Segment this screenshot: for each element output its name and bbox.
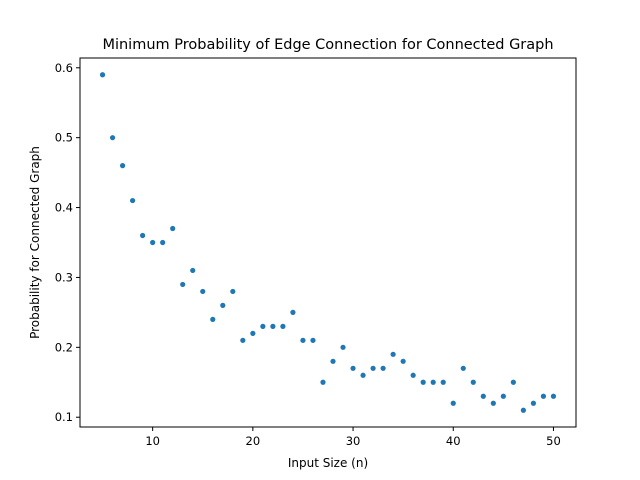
y-tick-label: 0.4 — [55, 201, 73, 215]
data-point — [410, 372, 416, 378]
x-tick-label: 40 — [446, 434, 461, 448]
data-point — [160, 239, 166, 246]
data-point — [480, 393, 486, 399]
data-point — [520, 407, 526, 413]
data-point — [300, 337, 306, 343]
data-point — [280, 323, 286, 329]
y-axis: 0.1 0.2 0.3 0.4 0.5 0.6 — [55, 61, 80, 424]
y-tick-label: 0.1 — [55, 410, 73, 424]
data-point — [400, 358, 406, 364]
x-tick-label: 10 — [145, 434, 160, 448]
data-point — [130, 197, 136, 204]
data-point — [500, 393, 506, 399]
data-point — [190, 267, 196, 274]
data-point — [350, 365, 356, 371]
data-point — [340, 344, 346, 350]
y-tick-label: 0.3 — [55, 270, 73, 284]
data-point — [360, 372, 366, 378]
plot-frame — [79, 57, 577, 428]
data-point — [550, 393, 557, 399]
data-point — [370, 365, 376, 371]
data-point — [320, 379, 326, 385]
data-point — [99, 72, 106, 78]
x-tick-label: 50 — [546, 434, 561, 448]
y-axis-label: Probability for Connected Graph — [28, 146, 42, 339]
data-point — [490, 400, 496, 406]
data-point — [380, 365, 386, 371]
y-tick-label: 0.5 — [55, 131, 73, 145]
data-points — [99, 72, 557, 413]
x-tick-label: 30 — [346, 434, 361, 448]
data-point — [470, 379, 476, 385]
data-point — [420, 379, 426, 385]
data-point — [230, 288, 236, 295]
data-point — [460, 365, 466, 371]
data-point — [440, 379, 446, 385]
data-point — [390, 351, 396, 357]
data-point — [330, 358, 336, 364]
data-point — [310, 337, 316, 343]
data-point — [270, 323, 276, 329]
data-point — [540, 393, 547, 399]
data-point — [450, 400, 456, 406]
y-tick-label: 0.2 — [55, 340, 73, 354]
data-point — [240, 337, 246, 343]
x-axis: 10 20 30 40 50 — [145, 427, 561, 448]
data-point — [170, 225, 176, 232]
data-point — [220, 302, 226, 308]
data-point — [250, 330, 256, 336]
data-point — [140, 232, 146, 239]
data-point — [150, 239, 156, 246]
data-point — [109, 135, 116, 141]
data-point — [260, 323, 266, 329]
data-point — [200, 288, 206, 295]
x-axis-label: Input Size (n) — [288, 456, 368, 470]
data-point — [210, 316, 216, 322]
chart-title: Minimum Probability of Edge Connection f… — [102, 37, 553, 53]
data-point — [530, 400, 537, 406]
data-point — [119, 163, 126, 169]
data-point — [430, 379, 436, 385]
y-tick-label: 0.6 — [55, 61, 73, 75]
data-point — [510, 379, 516, 385]
data-point — [290, 309, 296, 315]
x-tick-label: 20 — [246, 434, 261, 448]
data-point — [180, 281, 186, 288]
